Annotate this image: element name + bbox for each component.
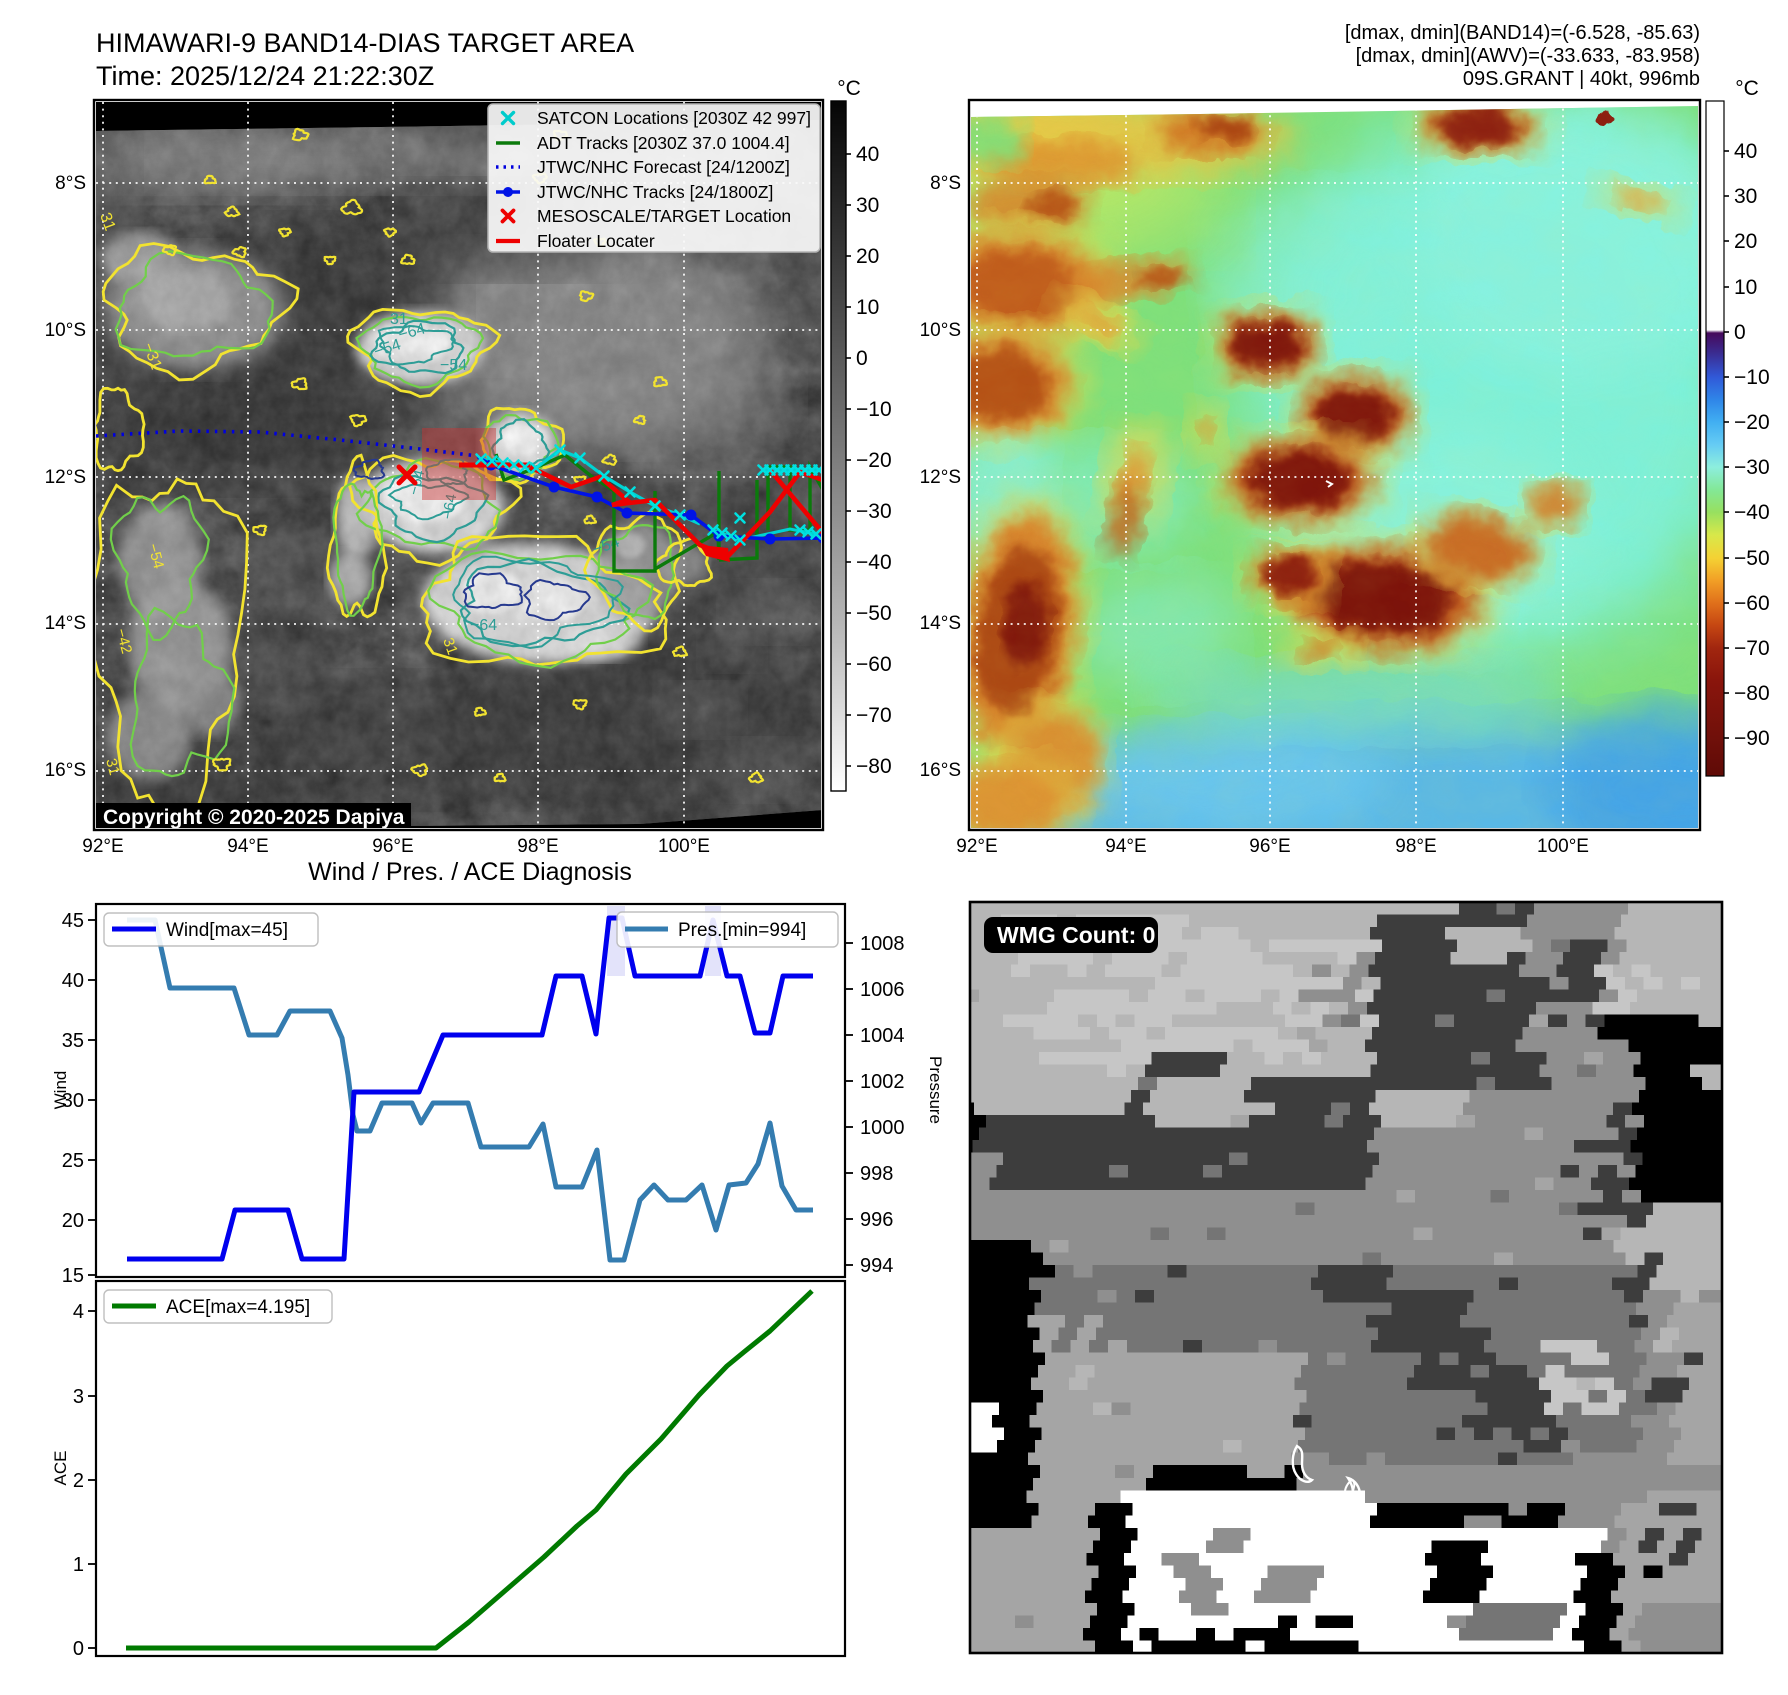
svg-text:30: 30: [62, 1090, 84, 1112]
svg-text:ACE: ACE: [51, 1451, 70, 1486]
svg-text:Pres.[min=994]: Pres.[min=994]: [678, 920, 806, 941]
svg-text:Wind / Pres. / ACE Diagnosis: Wind / Pres. / ACE Diagnosis: [308, 858, 632, 886]
svg-text:MESOSCALE/TARGET Location: MESOSCALE/TARGET Location: [537, 206, 791, 226]
svg-text:31: 31: [390, 311, 408, 328]
svg-text:12°S: 12°S: [920, 467, 961, 488]
svg-text:12°S: 12°S: [45, 467, 86, 488]
svg-text:14°S: 14°S: [920, 613, 961, 634]
svg-text:−40: −40: [1734, 501, 1770, 524]
svg-text:0: 0: [1734, 321, 1746, 344]
svg-text:100°E: 100°E: [658, 836, 710, 857]
svg-text:1008: 1008: [860, 933, 905, 955]
svg-text:16°S: 16°S: [920, 760, 961, 781]
svg-text:31: 31: [96, 211, 118, 234]
svg-text:16°S: 16°S: [45, 760, 86, 781]
svg-text:−70: −70: [1734, 637, 1770, 660]
svg-text:−80: −80: [1734, 682, 1770, 705]
svg-text:−70: −70: [856, 704, 892, 727]
svg-text:30: 30: [856, 194, 879, 217]
svg-text:10°S: 10°S: [920, 320, 961, 341]
svg-text:−60: −60: [856, 653, 892, 676]
svg-text:[dmax, dmin](BAND14)=(-6.528,: [dmax, dmin](BAND14)=(-6.528, -85.63): [1345, 22, 1700, 44]
svg-text:35: 35: [62, 1030, 84, 1052]
svg-text:92°E: 92°E: [82, 836, 123, 857]
svg-text:0: 0: [856, 347, 868, 370]
svg-text:Copyright © 2020-2025 Dapiya: Copyright © 2020-2025 Dapiya: [103, 806, 405, 829]
svg-text:94°E: 94°E: [227, 836, 268, 857]
svg-text:ADT Tracks [2030Z 37.0 1004.4]: ADT Tracks [2030Z 37.0 1004.4]: [537, 133, 790, 153]
svg-text:°C: °C: [837, 77, 861, 100]
svg-text:−64: −64: [439, 493, 460, 521]
svg-text:WMG Count: 0: WMG Count: 0: [997, 922, 1155, 948]
svg-text:1006: 1006: [860, 979, 905, 1001]
svg-text:−54: −54: [144, 542, 167, 571]
svg-text:14°S: 14°S: [45, 613, 86, 634]
svg-text:Time: 2025/12/24 21:22:30Z: Time: 2025/12/24 21:22:30Z: [96, 61, 434, 91]
svg-text:15: 15: [62, 1265, 84, 1287]
svg-text:1004: 1004: [860, 1025, 905, 1047]
svg-text:−90: −90: [1734, 727, 1770, 750]
svg-text:[dmax, dmin](AWV)=(-33.633, -8: [dmax, dmin](AWV)=(-33.633, -83.958): [1356, 45, 1700, 67]
svg-text:ACE[max=4.195]: ACE[max=4.195]: [166, 1297, 310, 1318]
svg-text:−30: −30: [856, 500, 892, 523]
svg-text:−10: −10: [1734, 366, 1770, 389]
svg-text:JTWC/NHC Forecast [24/1200Z]: JTWC/NHC Forecast [24/1200Z]: [537, 157, 790, 177]
svg-text:40: 40: [856, 143, 879, 166]
svg-text:1000: 1000: [860, 1117, 905, 1139]
svg-text:996: 996: [860, 1209, 893, 1231]
svg-text:Pressure: Pressure: [926, 1056, 945, 1124]
svg-text:45: 45: [62, 910, 84, 932]
svg-text:20: 20: [62, 1210, 84, 1232]
svg-text:20: 20: [856, 245, 879, 268]
svg-text:92°E: 92°E: [956, 836, 997, 857]
svg-text:10°S: 10°S: [45, 320, 86, 341]
svg-text:Wind[max=45]: Wind[max=45]: [166, 920, 288, 941]
svg-text:96°E: 96°E: [372, 836, 413, 857]
svg-text:09S.GRANT | 40kt, 996mb: 09S.GRANT | 40kt, 996mb: [1463, 68, 1700, 90]
svg-text:−50: −50: [1734, 547, 1770, 570]
svg-text:°C: °C: [1735, 77, 1759, 100]
svg-text:31: 31: [102, 757, 123, 778]
svg-text:10: 10: [1734, 276, 1757, 299]
svg-text:98°E: 98°E: [517, 836, 558, 857]
svg-text:JTWC/NHC Tracks [24/1800Z]: JTWC/NHC Tracks [24/1800Z]: [537, 182, 773, 202]
svg-text:−54: −54: [440, 357, 467, 374]
svg-text:8°S: 8°S: [55, 173, 86, 194]
svg-text:40: 40: [1734, 140, 1757, 163]
svg-text:−10: −10: [856, 398, 892, 421]
svg-text:−40: −40: [856, 551, 892, 574]
svg-text:96°E: 96°E: [1249, 836, 1290, 857]
svg-text:3: 3: [73, 1386, 84, 1408]
svg-text:98°E: 98°E: [1395, 836, 1436, 857]
svg-text:94°E: 94°E: [1105, 836, 1146, 857]
svg-text:−30: −30: [1734, 456, 1770, 479]
svg-text:0: 0: [73, 1638, 84, 1660]
svg-text:−20: −20: [1734, 411, 1770, 434]
svg-text:10: 10: [856, 296, 879, 319]
svg-text:25: 25: [62, 1150, 84, 1172]
svg-text:8°S: 8°S: [930, 173, 961, 194]
svg-text:998: 998: [860, 1163, 893, 1185]
svg-text:1: 1: [73, 1554, 84, 1576]
svg-text:20: 20: [1734, 230, 1757, 253]
svg-text:30: 30: [1734, 185, 1757, 208]
svg-text:4: 4: [73, 1301, 84, 1323]
svg-text:994: 994: [860, 1255, 893, 1277]
svg-text:Wind: Wind: [51, 1071, 70, 1110]
svg-text:−42: −42: [112, 627, 135, 656]
svg-text:−50: −50: [856, 602, 892, 625]
svg-text:40: 40: [62, 970, 84, 992]
svg-text:100°E: 100°E: [1537, 836, 1589, 857]
svg-text:−64: −64: [470, 617, 497, 634]
svg-text:−60: −60: [1734, 592, 1770, 615]
svg-text:−80: −80: [856, 755, 892, 778]
svg-text:−64: −64: [397, 320, 428, 343]
svg-text:31: 31: [439, 636, 461, 657]
svg-text:1002: 1002: [860, 1071, 905, 1093]
svg-text:−20: −20: [856, 449, 892, 472]
svg-text:Floater Locater: Floater Locater: [537, 231, 655, 251]
svg-text:SATCON Locations [2030Z 42 997: SATCON Locations [2030Z 42 997]: [537, 108, 811, 128]
svg-text:2: 2: [73, 1470, 84, 1492]
svg-text:HIMAWARI-9 BAND14-DIAS TARGET: HIMAWARI-9 BAND14-DIAS TARGET AREA: [96, 28, 634, 58]
